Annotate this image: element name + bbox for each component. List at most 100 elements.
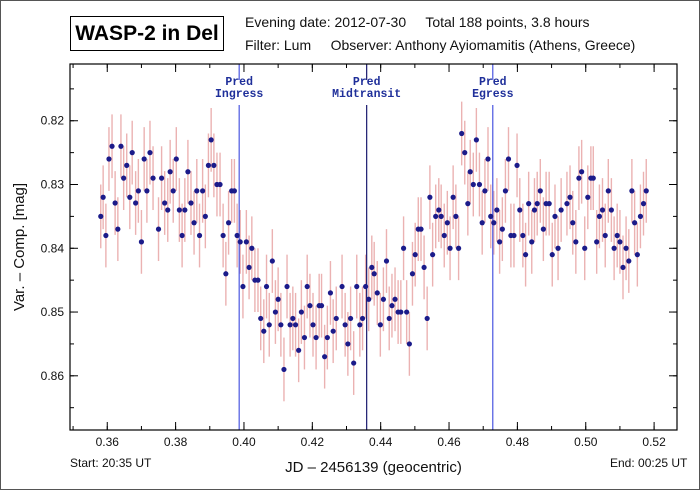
data-point xyxy=(147,150,153,156)
data-point xyxy=(438,213,444,219)
y-tick-label: 0.82 xyxy=(41,114,65,128)
pred-egress-label: Pred xyxy=(479,76,507,89)
data-point xyxy=(629,188,635,194)
chart-title: WASP-2 in Del xyxy=(75,21,219,45)
data-point xyxy=(115,226,121,232)
data-point xyxy=(502,188,509,194)
data-point xyxy=(377,322,383,328)
data-point xyxy=(310,322,316,328)
data-point xyxy=(465,201,471,207)
pred-midtransit-label: Midtransit xyxy=(332,88,401,101)
data-point xyxy=(281,366,287,373)
data-point xyxy=(369,264,375,271)
data-point xyxy=(494,207,500,213)
data-point xyxy=(327,290,334,296)
x-tick-label: 0.42 xyxy=(301,435,325,449)
data-point xyxy=(620,264,626,271)
pred-midtransit-label: Pred xyxy=(353,76,381,89)
data-point xyxy=(499,226,505,232)
data-point xyxy=(272,309,279,315)
axes-layer xyxy=(69,63,678,431)
data-point xyxy=(258,315,264,322)
data-point xyxy=(430,252,436,258)
data-point xyxy=(594,239,600,245)
data-point xyxy=(237,239,243,245)
data-point xyxy=(570,220,576,226)
data-point xyxy=(150,175,156,181)
data-point xyxy=(436,207,442,213)
data-point xyxy=(284,283,290,290)
data-point xyxy=(549,252,555,258)
data-point xyxy=(462,150,468,156)
data-point xyxy=(354,283,360,290)
data-point xyxy=(599,207,606,213)
data-point xyxy=(348,315,354,322)
data-point xyxy=(261,328,267,334)
data-point xyxy=(617,239,623,245)
data-point xyxy=(529,239,535,245)
data-point xyxy=(444,220,450,226)
data-point xyxy=(167,169,173,175)
data-point xyxy=(585,194,591,200)
data-point xyxy=(643,188,649,194)
data-point xyxy=(386,315,392,322)
y-tick-label: 0.85 xyxy=(41,305,65,319)
data-point xyxy=(564,201,570,207)
data-point xyxy=(292,322,299,328)
x-tick-label: 0.44 xyxy=(369,435,393,449)
data-point xyxy=(141,156,147,162)
data-point xyxy=(526,201,532,207)
pred-ingress-label: Ingress xyxy=(215,88,263,101)
data-point xyxy=(517,207,523,213)
data-point xyxy=(485,156,491,162)
data-point xyxy=(290,315,296,322)
data-point xyxy=(144,188,150,194)
data-point xyxy=(433,213,439,219)
data-point xyxy=(450,194,456,200)
data-point xyxy=(109,143,115,149)
data-point xyxy=(234,232,240,239)
data-point xyxy=(194,188,200,194)
data-point xyxy=(330,328,336,334)
data-point xyxy=(333,315,339,322)
data-point xyxy=(135,188,141,194)
data-point xyxy=(263,283,270,290)
data-point xyxy=(162,200,168,206)
data-point xyxy=(573,239,579,245)
data-point xyxy=(374,290,380,296)
data-point xyxy=(623,245,629,251)
data-point xyxy=(398,309,404,315)
data-point xyxy=(287,322,293,328)
end-time-label: End: 00:25 UT xyxy=(610,456,688,470)
data-point xyxy=(322,354,328,360)
data-point xyxy=(118,143,124,149)
data-point xyxy=(301,334,308,341)
data-point xyxy=(614,232,620,239)
data-point xyxy=(324,334,330,341)
data-point xyxy=(342,322,348,328)
data-point xyxy=(555,245,561,251)
data-point xyxy=(404,309,410,315)
data-point xyxy=(191,220,197,226)
data-point xyxy=(363,283,369,290)
data-point xyxy=(313,334,319,341)
data-point xyxy=(602,232,608,239)
x-tick-label: 0.50 xyxy=(574,435,598,449)
data-point-layer xyxy=(98,130,649,373)
data-point xyxy=(608,207,614,213)
data-point xyxy=(255,277,261,283)
data-point xyxy=(579,169,585,175)
data-point xyxy=(567,194,573,200)
data-point xyxy=(170,188,176,194)
errorbar-layer xyxy=(100,101,647,402)
data-point xyxy=(418,226,424,232)
data-point xyxy=(275,296,281,302)
data-point xyxy=(371,271,377,277)
prediction-marker-layer xyxy=(238,64,494,430)
data-point xyxy=(266,322,272,328)
x-tick-label: 0.46 xyxy=(437,435,461,449)
data-point xyxy=(447,245,453,251)
data-point xyxy=(546,201,552,207)
data-point xyxy=(605,188,611,194)
